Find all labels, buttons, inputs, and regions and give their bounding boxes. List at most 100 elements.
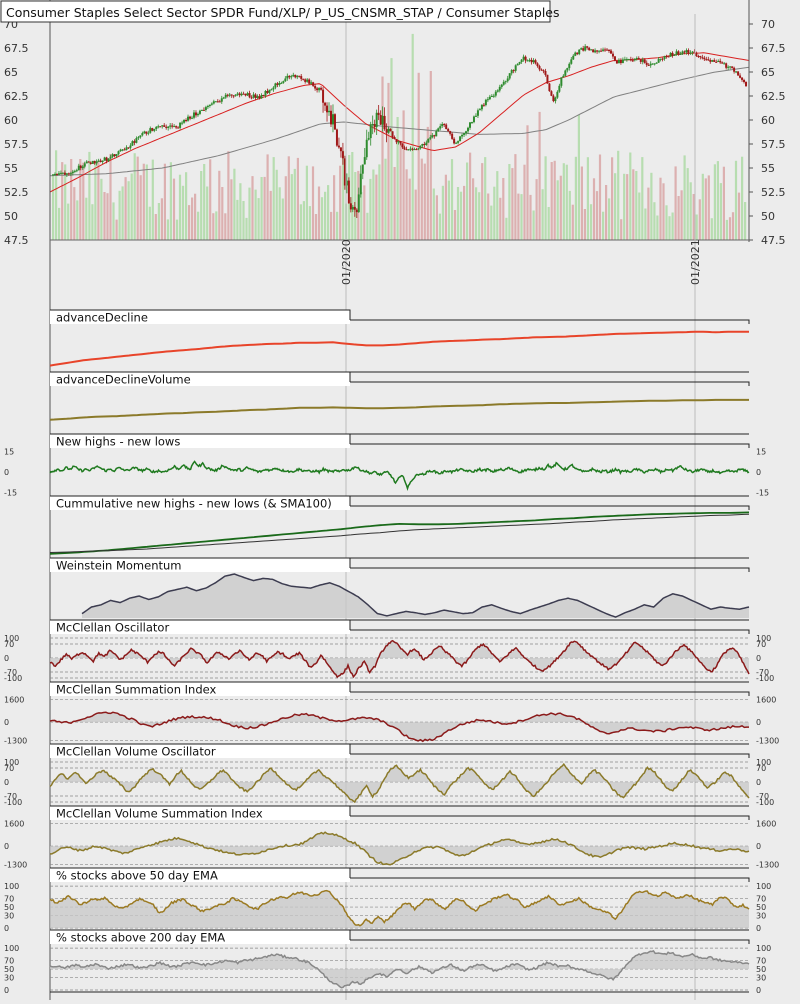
candle-body [510, 70, 513, 74]
volume-bar [429, 71, 432, 240]
volume-bar [526, 125, 529, 240]
volume-bar [641, 157, 644, 240]
candle-body [65, 173, 68, 175]
volume-bar [127, 181, 130, 240]
candle-body [224, 94, 227, 98]
volume-bar [112, 202, 115, 240]
candle-body [566, 68, 569, 71]
title-box [0, 0, 551, 23]
volume-bar [559, 175, 562, 240]
candle-body [308, 79, 311, 84]
volume-bar [547, 207, 550, 240]
candle-body [191, 117, 193, 119]
candle-body [236, 93, 239, 95]
candle-body [526, 60, 529, 62]
candle-body [556, 91, 559, 98]
candle-body [429, 137, 432, 139]
volume-bar [106, 193, 109, 240]
candle-body [437, 128, 440, 132]
candle-body [562, 75, 565, 78]
candle-body [121, 149, 124, 151]
candle-body [500, 84, 503, 87]
indicator-panel: New highs - new lows 15 15 0 0 -15 -15 [4, 433, 769, 498]
candle-body [524, 56, 527, 61]
candle-body [87, 161, 90, 163]
candle-body [502, 81, 505, 85]
volume-bar [245, 217, 248, 240]
candle-body [331, 114, 334, 125]
volume-bar [475, 187, 478, 240]
candle-body [113, 154, 116, 157]
volume-bar [556, 180, 559, 240]
price-tick-label-right: 47.5 [761, 234, 786, 247]
candle-body [435, 131, 438, 137]
candle-body [135, 138, 138, 143]
volume-bar [719, 183, 722, 240]
candle-body [194, 112, 197, 116]
panel-tick-label-right: 0 [756, 468, 761, 477]
volume-bar [118, 190, 121, 240]
candle-body [596, 50, 599, 52]
volume-bar [502, 178, 505, 240]
candle-body [731, 66, 734, 68]
panel-title: McClellan Volume Oscillator [56, 745, 216, 759]
volume-bar [541, 189, 544, 240]
volume-bar [136, 156, 139, 240]
volume-bar [160, 198, 163, 240]
candle-body [627, 59, 630, 61]
candle-body [469, 122, 471, 128]
price-tick-label-right: 62.5 [761, 90, 786, 103]
candle-body [129, 145, 132, 148]
candle-body [173, 126, 176, 128]
candle-body [333, 114, 336, 130]
volume-bar [227, 151, 230, 240]
candle-body [544, 71, 547, 75]
candle-body [133, 141, 136, 143]
volume-bar [82, 162, 85, 240]
volume-bar [417, 72, 420, 240]
candle-body [679, 54, 682, 55]
candle-body [413, 149, 416, 151]
volume-bar [499, 197, 502, 240]
volume-bar [172, 178, 176, 240]
panel-tick-label-left: -100 [4, 798, 22, 807]
candle-body [391, 131, 394, 137]
series-fill [50, 890, 749, 928]
candle-body [558, 85, 561, 92]
volume-bar [614, 173, 617, 240]
panel-tick-label-left: 1600 [4, 695, 24, 704]
volume-bar [305, 165, 308, 240]
candle-body [246, 93, 249, 96]
volume-bar [665, 205, 668, 240]
candle-body [335, 129, 338, 146]
candle-body [341, 151, 344, 159]
candle-body [240, 93, 243, 96]
candle-body [379, 115, 382, 125]
candle-body [484, 99, 487, 106]
volume-bar [411, 33, 414, 241]
candle-body [357, 194, 360, 213]
panel-tick-label-left: -1300 [4, 737, 27, 746]
candle-body [200, 109, 203, 111]
candle-body [361, 164, 364, 174]
volume-bar [674, 166, 677, 240]
candle-body [699, 56, 702, 58]
panel-header-box [50, 434, 350, 448]
candle-body [115, 154, 118, 157]
volume-bar [363, 185, 366, 240]
candle-body [282, 81, 285, 83]
candle-body [615, 60, 618, 64]
candle-body [480, 104, 483, 110]
candle-body [697, 56, 700, 57]
candle-body [490, 96, 493, 97]
panel-tick-label-left: 70 [4, 957, 14, 966]
volume-bar [538, 111, 541, 241]
candle-body [55, 174, 58, 175]
candle-body [486, 99, 489, 101]
price-tick-label-left: 47.5 [4, 234, 29, 247]
series-fill [50, 764, 749, 802]
price-tick-label-left: 55 [4, 162, 18, 175]
panel-title: Cummulative new highs - new lows (& SMA1… [56, 497, 332, 511]
candle-body [280, 82, 283, 84]
indicator-panel: McClellan Volume Summation Index 1600 1600… [4, 805, 779, 870]
